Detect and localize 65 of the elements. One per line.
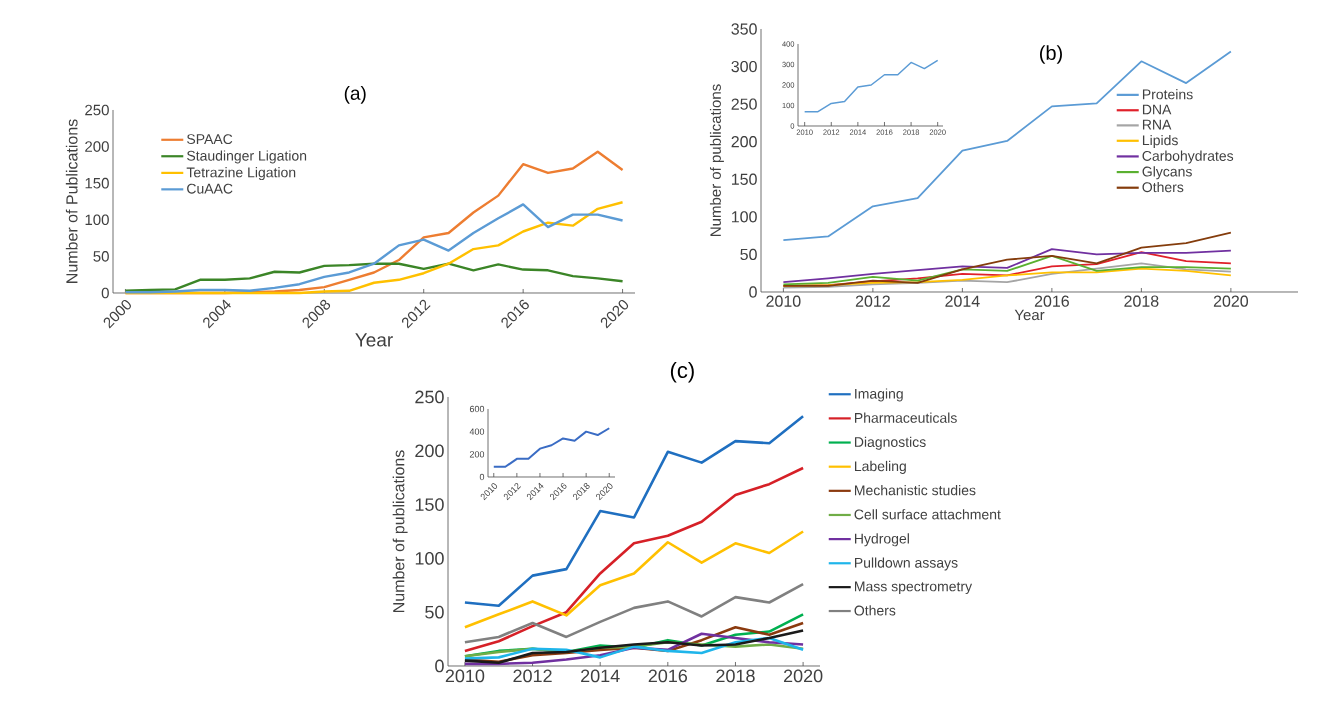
y-tick-label: 200 [415, 444, 444, 458]
y-tick-label: 350 [731, 23, 757, 35]
y-tick-label: 100 [732, 211, 757, 223]
legend-label: Lipids [1142, 134, 1178, 148]
x-axis-title: Year [355, 333, 393, 347]
legend-label: CuAAC [187, 183, 233, 194]
x-tick-label: 2016 [1034, 295, 1069, 307]
y-tick-label: 100 [415, 552, 444, 565]
y-tick-label: 100 [85, 214, 109, 226]
x-tick-label: 2020 [783, 669, 823, 683]
y-tick-label: 250 [731, 98, 757, 110]
y-tick-label: 250 [415, 390, 444, 404]
legend-label: DNA [1142, 104, 1172, 115]
x-tick-label: 2010 [766, 295, 801, 307]
y-tick-label: 200 [85, 141, 109, 152]
text: (b) [1040, 45, 1062, 64]
legend-label: RNA [1142, 119, 1172, 130]
y-tick-label: 600 [469, 405, 485, 413]
y-tick-label: 200 [469, 451, 485, 458]
legend-label: Mass spectrometry [854, 581, 973, 595]
x-tick-label: 2020 [1213, 295, 1249, 307]
y-axis-title: Number of publications [392, 450, 408, 612]
chart-title: (c) [670, 361, 694, 383]
y-axis-title: Number of Publications [65, 119, 78, 283]
y-tick-label: 400 [469, 428, 485, 435]
legend-label: Glycans [1142, 166, 1192, 180]
legend-label: Pulldown assays [854, 557, 958, 571]
y-axis-title: Number of publications [709, 84, 724, 236]
legend-label: Proteins [1142, 89, 1193, 100]
legend-label: Diagnostics [854, 436, 926, 450]
y-tick-label: 150 [732, 173, 757, 185]
y-tick-label: 50 [93, 251, 109, 262]
x-tick-label: 2014 [945, 295, 980, 307]
y-tick-label: 50 [425, 605, 444, 619]
legend-label: Labeling [854, 460, 906, 474]
legend-label: Cell surface attachment [854, 509, 1001, 520]
legend-label: SPAAC [187, 134, 233, 145]
legend-label: Staudinger Ligation [187, 150, 307, 164]
y-tick-label: 200 [731, 136, 757, 148]
legend-label: Others [1142, 181, 1184, 193]
y-tick-label: 0 [101, 287, 109, 299]
legend-label: Carbohydrates [1142, 150, 1234, 164]
legend-label: Others [854, 605, 896, 616]
x-tick-label: 2010 [445, 669, 485, 683]
x-axis-title: Year [1014, 309, 1045, 321]
y-tick-label: 150 [85, 177, 109, 189]
legend-label: Mechanistic studies [854, 485, 976, 496]
y-tick-label: 300 [731, 60, 757, 73]
y-tick-label: 250 [85, 104, 109, 116]
x-tick-label: 2012 [513, 669, 552, 683]
y-tick-label: 150 [415, 498, 444, 511]
y-tick-label: 50 [740, 248, 757, 261]
y-tick-label: 0 [479, 473, 485, 481]
x-tick-label: 2014 [581, 669, 620, 683]
y-tick-label: 0 [435, 659, 444, 673]
x-tick-label: 2018 [1124, 295, 1159, 307]
legend-label: Tetrazine Ligation [186, 167, 296, 181]
x-tick-label: 2012 [855, 295, 890, 307]
x-tick-label: 2016 [648, 669, 688, 683]
y-tick-label: 0 [749, 286, 757, 298]
legend-label: Imaging [855, 388, 903, 402]
x-tick-label: 2018 [716, 669, 755, 683]
legend-label: Pharmaceuticals [854, 412, 957, 423]
chart-title: (a) [344, 85, 366, 104]
legend-label: Hydrogel [854, 533, 909, 547]
